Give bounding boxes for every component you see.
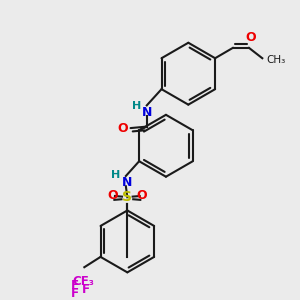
Text: CF₃: CF₃ [72,275,94,289]
Text: O: O [117,122,128,135]
Text: O: O [137,189,147,202]
Text: O: O [245,31,256,44]
Text: H: H [111,170,121,180]
Text: H: H [132,101,142,111]
Text: S: S [122,190,132,204]
Text: CH₃: CH₃ [267,55,286,65]
Text: N: N [122,176,133,189]
Text: O: O [107,189,118,202]
Text: N: N [142,106,152,119]
Text: F: F [82,283,90,296]
Text: F: F [71,279,79,292]
Text: F: F [71,286,79,300]
